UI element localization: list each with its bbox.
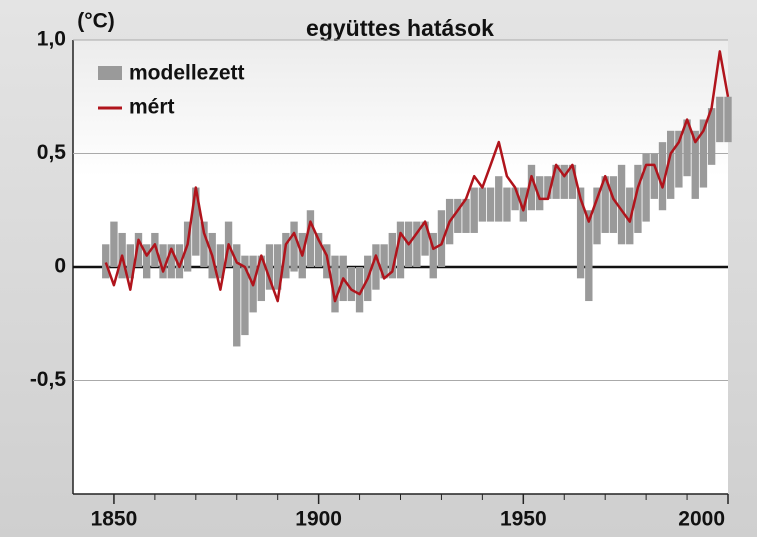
model-band bbox=[585, 210, 593, 302]
model-band bbox=[667, 130, 675, 199]
model-band bbox=[241, 255, 249, 336]
y-tick-label: 0,5 bbox=[37, 141, 67, 164]
model-band bbox=[601, 176, 609, 233]
model-band bbox=[675, 130, 683, 188]
model-band bbox=[429, 232, 437, 279]
model-band bbox=[617, 164, 626, 245]
model-band bbox=[511, 187, 519, 211]
model-band bbox=[568, 164, 577, 199]
model-band bbox=[470, 187, 478, 233]
model-band bbox=[421, 221, 429, 256]
model-band bbox=[519, 187, 527, 222]
model-band bbox=[110, 221, 118, 267]
model-band bbox=[331, 255, 339, 313]
model-band bbox=[413, 221, 421, 267]
model-band bbox=[658, 142, 667, 211]
model-band bbox=[454, 198, 462, 233]
model-band bbox=[437, 210, 446, 267]
model-band bbox=[691, 130, 699, 199]
model-band bbox=[626, 187, 634, 245]
model-band bbox=[707, 108, 716, 165]
legend-swatch bbox=[98, 66, 122, 80]
model-band bbox=[536, 176, 544, 211]
model-band bbox=[560, 164, 568, 199]
model-band bbox=[527, 164, 536, 211]
model-band bbox=[233, 244, 241, 347]
model-band bbox=[683, 119, 691, 177]
model-band bbox=[495, 176, 503, 222]
y-tick-label: 0 bbox=[54, 255, 66, 278]
legend-label: mért bbox=[129, 96, 175, 119]
model-band bbox=[175, 244, 184, 279]
model-band bbox=[306, 210, 315, 267]
model-band bbox=[200, 221, 208, 267]
model-band bbox=[593, 187, 601, 245]
model-band bbox=[192, 187, 200, 256]
chart-title: együttes hatások bbox=[306, 15, 494, 41]
model-band bbox=[167, 244, 175, 279]
y-tick-label: -0,5 bbox=[30, 368, 67, 391]
x-tick-label: 1900 bbox=[295, 508, 342, 531]
model-band bbox=[151, 232, 159, 267]
model-band bbox=[314, 232, 323, 267]
model-band bbox=[486, 187, 495, 222]
model-band bbox=[576, 187, 585, 279]
model-band bbox=[102, 244, 110, 279]
model-band bbox=[634, 164, 642, 233]
model-band bbox=[724, 96, 732, 143]
model-band bbox=[642, 153, 650, 222]
model-band bbox=[388, 232, 396, 279]
x-tick-label: 1850 bbox=[91, 508, 138, 531]
model-band bbox=[274, 244, 282, 290]
model-band bbox=[282, 232, 290, 279]
model-band bbox=[552, 164, 560, 199]
y-unit: (°C) bbox=[77, 10, 115, 33]
measured-line bbox=[104, 50, 730, 303]
model-band bbox=[216, 244, 225, 279]
model-band bbox=[609, 176, 618, 233]
model-band bbox=[257, 255, 265, 302]
model-band bbox=[650, 153, 658, 199]
model-band bbox=[699, 119, 708, 188]
model-band bbox=[372, 244, 380, 290]
model-band bbox=[355, 267, 364, 313]
x-tick-label: 2000 bbox=[678, 508, 725, 531]
model-band bbox=[544, 176, 552, 199]
y-tick-label: 1,0 bbox=[37, 28, 66, 51]
model-band bbox=[716, 96, 724, 143]
model-band bbox=[143, 244, 151, 279]
model-band bbox=[347, 267, 356, 302]
model-band bbox=[503, 187, 511, 222]
model-band bbox=[290, 221, 298, 272]
model-band bbox=[159, 244, 167, 279]
model-band bbox=[462, 198, 470, 233]
model-band bbox=[126, 244, 134, 279]
model-band bbox=[396, 221, 405, 279]
x-tick-label: 1950 bbox=[500, 508, 547, 531]
model-band bbox=[478, 187, 487, 222]
model-band bbox=[134, 232, 143, 267]
model-band bbox=[265, 244, 274, 290]
model-band bbox=[380, 244, 388, 279]
legend-label: modellezett bbox=[129, 62, 245, 85]
